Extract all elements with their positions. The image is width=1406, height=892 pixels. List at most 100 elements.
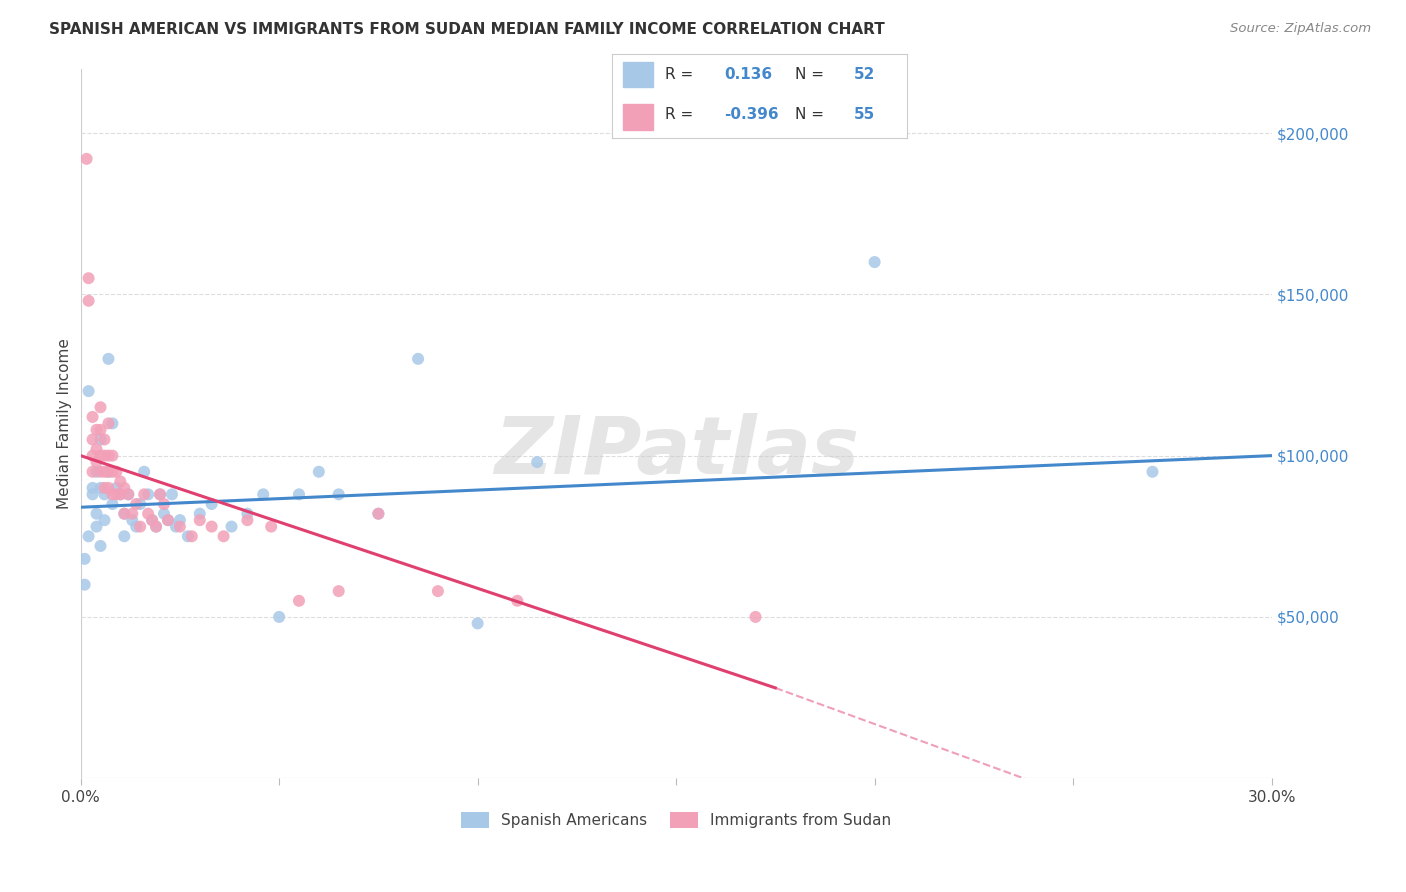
Point bbox=[93, 465, 115, 479]
Point bbox=[86, 423, 108, 437]
Point bbox=[82, 481, 104, 495]
Text: Source: ZipAtlas.com: Source: ZipAtlas.com bbox=[1230, 22, 1371, 36]
Point bbox=[212, 529, 235, 543]
Point bbox=[177, 529, 200, 543]
Point bbox=[188, 513, 211, 527]
Point bbox=[308, 465, 330, 479]
Point bbox=[160, 487, 183, 501]
Point bbox=[153, 497, 176, 511]
Point bbox=[89, 539, 111, 553]
Point bbox=[180, 529, 202, 543]
Point bbox=[82, 465, 104, 479]
Point bbox=[236, 513, 259, 527]
Point bbox=[97, 449, 120, 463]
Point bbox=[82, 409, 104, 424]
Point bbox=[526, 455, 548, 469]
Point bbox=[93, 487, 115, 501]
Point bbox=[467, 616, 489, 631]
Text: R =: R = bbox=[665, 107, 697, 122]
Point bbox=[89, 481, 111, 495]
Point bbox=[101, 465, 124, 479]
Point bbox=[156, 513, 179, 527]
Point bbox=[328, 487, 350, 501]
Point bbox=[105, 487, 128, 501]
Point bbox=[112, 507, 135, 521]
Point bbox=[117, 487, 139, 501]
Point bbox=[153, 507, 176, 521]
Point bbox=[89, 465, 111, 479]
Point bbox=[73, 552, 96, 566]
Point bbox=[188, 507, 211, 521]
Point bbox=[1142, 465, 1164, 479]
Text: R =: R = bbox=[665, 67, 697, 82]
Point bbox=[73, 577, 96, 591]
Point bbox=[110, 487, 132, 501]
Point bbox=[93, 449, 115, 463]
Point bbox=[93, 513, 115, 527]
Point bbox=[406, 351, 429, 366]
Point bbox=[105, 465, 128, 479]
Point bbox=[141, 513, 163, 527]
Point bbox=[149, 487, 172, 501]
Point bbox=[97, 417, 120, 431]
Point bbox=[93, 433, 115, 447]
Point bbox=[86, 507, 108, 521]
Point bbox=[89, 433, 111, 447]
Point bbox=[269, 610, 291, 624]
Point bbox=[367, 507, 389, 521]
Point bbox=[101, 497, 124, 511]
Point bbox=[288, 487, 311, 501]
Point bbox=[145, 519, 167, 533]
Point bbox=[141, 513, 163, 527]
Point bbox=[145, 519, 167, 533]
Point bbox=[201, 519, 224, 533]
Point bbox=[97, 465, 120, 479]
Point bbox=[110, 475, 132, 489]
Point bbox=[136, 487, 159, 501]
Text: 55: 55 bbox=[853, 107, 875, 122]
Text: N =: N = bbox=[794, 107, 828, 122]
Point bbox=[149, 487, 172, 501]
Point bbox=[201, 497, 224, 511]
Point bbox=[82, 449, 104, 463]
Point bbox=[125, 497, 148, 511]
Bar bbox=[623, 104, 652, 130]
Point bbox=[89, 449, 111, 463]
Point bbox=[77, 271, 100, 285]
Point bbox=[134, 465, 156, 479]
Point bbox=[156, 513, 179, 527]
Point bbox=[125, 519, 148, 533]
Point bbox=[506, 594, 529, 608]
Point bbox=[77, 293, 100, 308]
Point bbox=[93, 481, 115, 495]
Point bbox=[117, 487, 139, 501]
Point bbox=[101, 487, 124, 501]
Point bbox=[76, 152, 98, 166]
Point bbox=[426, 584, 449, 599]
Point bbox=[367, 507, 389, 521]
Text: N =: N = bbox=[794, 67, 828, 82]
Point bbox=[134, 487, 156, 501]
Point bbox=[101, 449, 124, 463]
Point bbox=[101, 417, 124, 431]
Point bbox=[112, 481, 135, 495]
Point bbox=[169, 513, 191, 527]
Point bbox=[86, 442, 108, 457]
Point bbox=[260, 519, 283, 533]
Point bbox=[86, 465, 108, 479]
Point bbox=[97, 481, 120, 495]
Point bbox=[136, 507, 159, 521]
Point bbox=[97, 465, 120, 479]
Legend: Spanish Americans, Immigrants from Sudan: Spanish Americans, Immigrants from Sudan bbox=[456, 806, 897, 834]
Point bbox=[221, 519, 243, 533]
Point bbox=[110, 487, 132, 501]
Point bbox=[328, 584, 350, 599]
Point bbox=[82, 433, 104, 447]
Text: SPANISH AMERICAN VS IMMIGRANTS FROM SUDAN MEDIAN FAMILY INCOME CORRELATION CHART: SPANISH AMERICAN VS IMMIGRANTS FROM SUDA… bbox=[49, 22, 884, 37]
Point bbox=[77, 529, 100, 543]
Point bbox=[105, 481, 128, 495]
Point bbox=[97, 351, 120, 366]
Text: -0.396: -0.396 bbox=[724, 107, 779, 122]
Point bbox=[169, 519, 191, 533]
Point bbox=[165, 519, 187, 533]
